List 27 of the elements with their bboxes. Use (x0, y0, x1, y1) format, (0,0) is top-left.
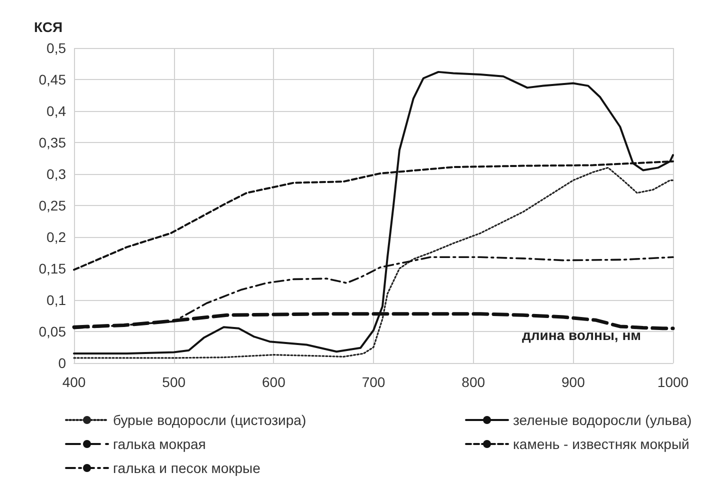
legend-label: галька мокрая (113, 436, 206, 452)
legend-label: бурые водоросли (цистозира) (113, 412, 306, 428)
x-tick-label: 1000 (657, 374, 689, 390)
x-tick-label: 900 (561, 374, 586, 390)
y-tick-label: 0,2 (46, 229, 66, 245)
legend-label: галька и песок мокрые (113, 460, 261, 476)
x-tick-label: 400 (62, 374, 86, 390)
legend-label: зеленые водоросли (ульва) (513, 412, 692, 428)
y-tick-label: 0,1 (46, 292, 66, 308)
line-series (73, 166, 674, 359)
y-tick-label: 0,15 (38, 260, 66, 276)
y-tick-label: 0 (58, 355, 66, 371)
y-tick-label: 0,05 (38, 324, 66, 340)
x-tick-label: 700 (362, 374, 386, 390)
y-tick-label: 0,45 (38, 72, 66, 88)
legend-label: камень - известняк мокрый (513, 436, 690, 452)
x-tick-label: 600 (262, 374, 286, 390)
y-axis-title: КСЯ (34, 19, 63, 35)
y-tick-label: 0,4 (46, 103, 66, 119)
y-tick-label: 0,3 (46, 166, 66, 182)
x-axis-title: длина волны, нм (522, 327, 642, 343)
y-tick-label: 0,5 (46, 40, 66, 56)
x-tick-label: 800 (462, 374, 486, 390)
line-series (73, 70, 674, 355)
y-tick-label: 0,35 (38, 134, 66, 150)
x-tick-label: 500 (162, 374, 186, 390)
y-tick-label: 0,25 (38, 198, 66, 214)
